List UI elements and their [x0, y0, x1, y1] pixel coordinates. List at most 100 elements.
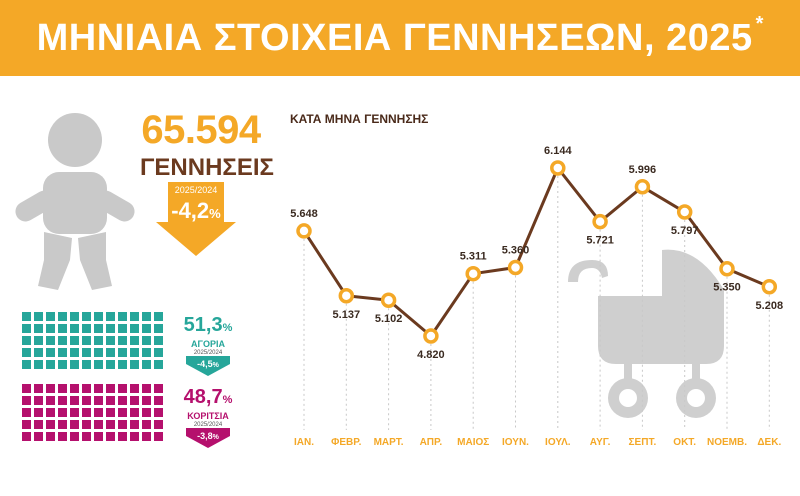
girls-change-period: 2025/2024 — [193, 422, 223, 428]
data-label: 5.311 — [460, 251, 487, 263]
waffle-cell — [82, 312, 91, 321]
down-arrow-icon — [156, 182, 236, 256]
chart-title: ΚΑΤΑ ΜΗΝΑ ΓΕΝΝΗΣΗΣ — [290, 112, 429, 126]
data-point — [423, 328, 439, 344]
waffle-cell — [154, 432, 163, 441]
waffle-cell — [58, 360, 67, 369]
x-tick-label: ΑΠΡ. — [420, 437, 443, 448]
waffle-cell — [46, 396, 55, 405]
x-axis-tick-labels: ΙΑΝ. ΦΕΒΡ. ΜΑΡΤ. ΑΠΡ. ΜΑΙΟΣ ΙΟΥΝ. ΙΟΥΛ. ΑΥΓ. ΣΕΠ… — [294, 437, 781, 448]
waffle-cell — [130, 336, 139, 345]
data-point — [719, 260, 735, 277]
waffle-cell — [94, 360, 103, 369]
waffle-cell — [142, 396, 151, 405]
waffle-cell — [46, 312, 55, 321]
change-period-label: 2025/2024 — [174, 185, 218, 195]
waffle-cell — [94, 408, 103, 417]
waffle-cell — [22, 324, 31, 333]
waffle-cell — [154, 360, 163, 369]
waffle-cell — [82, 420, 91, 429]
data-label: 5.648 — [290, 208, 318, 220]
x-tick-label: ΙΟΥΝ. — [502, 437, 529, 448]
waffle-cell — [154, 396, 163, 405]
waffle-cell — [46, 408, 55, 417]
waffle-cell — [106, 408, 115, 417]
data-label: 4.820 — [417, 349, 445, 361]
boys-down-arrow-icon — [186, 356, 230, 376]
waffle-cell — [22, 396, 31, 405]
waffle-cell — [130, 432, 139, 441]
waffle-cell — [82, 360, 91, 369]
waffle-cell — [46, 432, 55, 441]
waffle-cell — [118, 336, 127, 345]
waffle-cell — [46, 360, 55, 369]
waffle-cell — [106, 312, 115, 321]
waffle-cell — [154, 324, 163, 333]
waffle-cell — [22, 336, 31, 345]
waffle-cell — [22, 408, 31, 417]
waffle-cell — [82, 324, 91, 333]
waffle-cell — [154, 312, 163, 321]
waffle-cell — [106, 420, 115, 429]
waffle-cell — [70, 336, 79, 345]
waffle-cell — [70, 312, 79, 321]
waffle-cell — [82, 408, 91, 417]
waffle-cell — [22, 312, 31, 321]
waffle-cell — [58, 432, 67, 441]
waffle-cell — [118, 408, 127, 417]
data-label: 5.102 — [375, 313, 403, 325]
data-point — [465, 265, 481, 282]
waffle-cell — [58, 408, 67, 417]
girls-waffle-grid — [22, 384, 163, 441]
boys-waffle-grid — [22, 312, 163, 369]
x-tick-label: ΑΥΓ. — [590, 437, 611, 448]
waffle-cell — [34, 432, 43, 441]
baby-icon — [15, 113, 135, 290]
waffle-cell — [142, 336, 151, 345]
waffle-cell — [130, 420, 139, 429]
waffle-cell — [142, 384, 151, 393]
waffle-cell — [94, 324, 103, 333]
waffle-cell — [94, 420, 103, 429]
waffle-cell — [82, 396, 91, 405]
data-point — [296, 223, 312, 239]
waffle-cell — [22, 348, 31, 357]
total-births-value: 65.594 — [141, 108, 261, 152]
data-point — [550, 160, 566, 176]
data-label: 5.996 — [629, 164, 657, 176]
waffle-cell — [94, 348, 103, 357]
data-label: 5.721 — [586, 235, 614, 247]
drop-lines — [303, 176, 770, 430]
waffle-cell — [34, 408, 43, 417]
waffle-cell — [58, 384, 67, 393]
waffle-cell — [34, 312, 43, 321]
x-tick-label: ΜΑΙΟΣ — [457, 437, 489, 448]
data-point — [338, 288, 355, 304]
waffle-cell — [34, 384, 43, 393]
waffle-cell — [82, 384, 91, 393]
girls-change-value: -3,8% — [197, 431, 219, 441]
data-point — [676, 204, 693, 220]
waffle-cell — [118, 432, 127, 441]
waffle-cell — [94, 396, 103, 405]
data-point — [592, 213, 608, 230]
data-label: 5.360 — [502, 244, 530, 256]
data-point — [507, 259, 524, 276]
boys-change-period: 2025/2024 — [193, 350, 223, 356]
waffle-cell — [142, 324, 151, 333]
waffle-cell — [142, 408, 151, 417]
waffle-cell — [70, 348, 79, 357]
monthly-births-line-chart: 5.648 5.137 5.102 4.820 5.311 5.360 6.144 5.721… — [290, 145, 783, 448]
waffle-cell — [46, 384, 55, 393]
waffle-cell — [22, 360, 31, 369]
total-change-value: -4,2% — [171, 198, 221, 223]
waffle-cell — [142, 432, 151, 441]
data-label: 5.137 — [333, 309, 361, 321]
x-tick-label: ΟΚΤ. — [673, 437, 696, 448]
boys-change-value: -4,5% — [197, 359, 219, 369]
page-title: ΜΗΝΙΑΙΑ ΣΤΟΙΧΕΙΑ ΓΕΝΝΗΣΕΩΝ, 2025 — [36, 16, 753, 59]
waffle-cell — [118, 360, 127, 369]
total-births-label: ΓΕΝΝΗΣΕΙΣ — [140, 154, 274, 181]
waffle-cell — [94, 312, 103, 321]
waffle-cell — [130, 324, 139, 333]
